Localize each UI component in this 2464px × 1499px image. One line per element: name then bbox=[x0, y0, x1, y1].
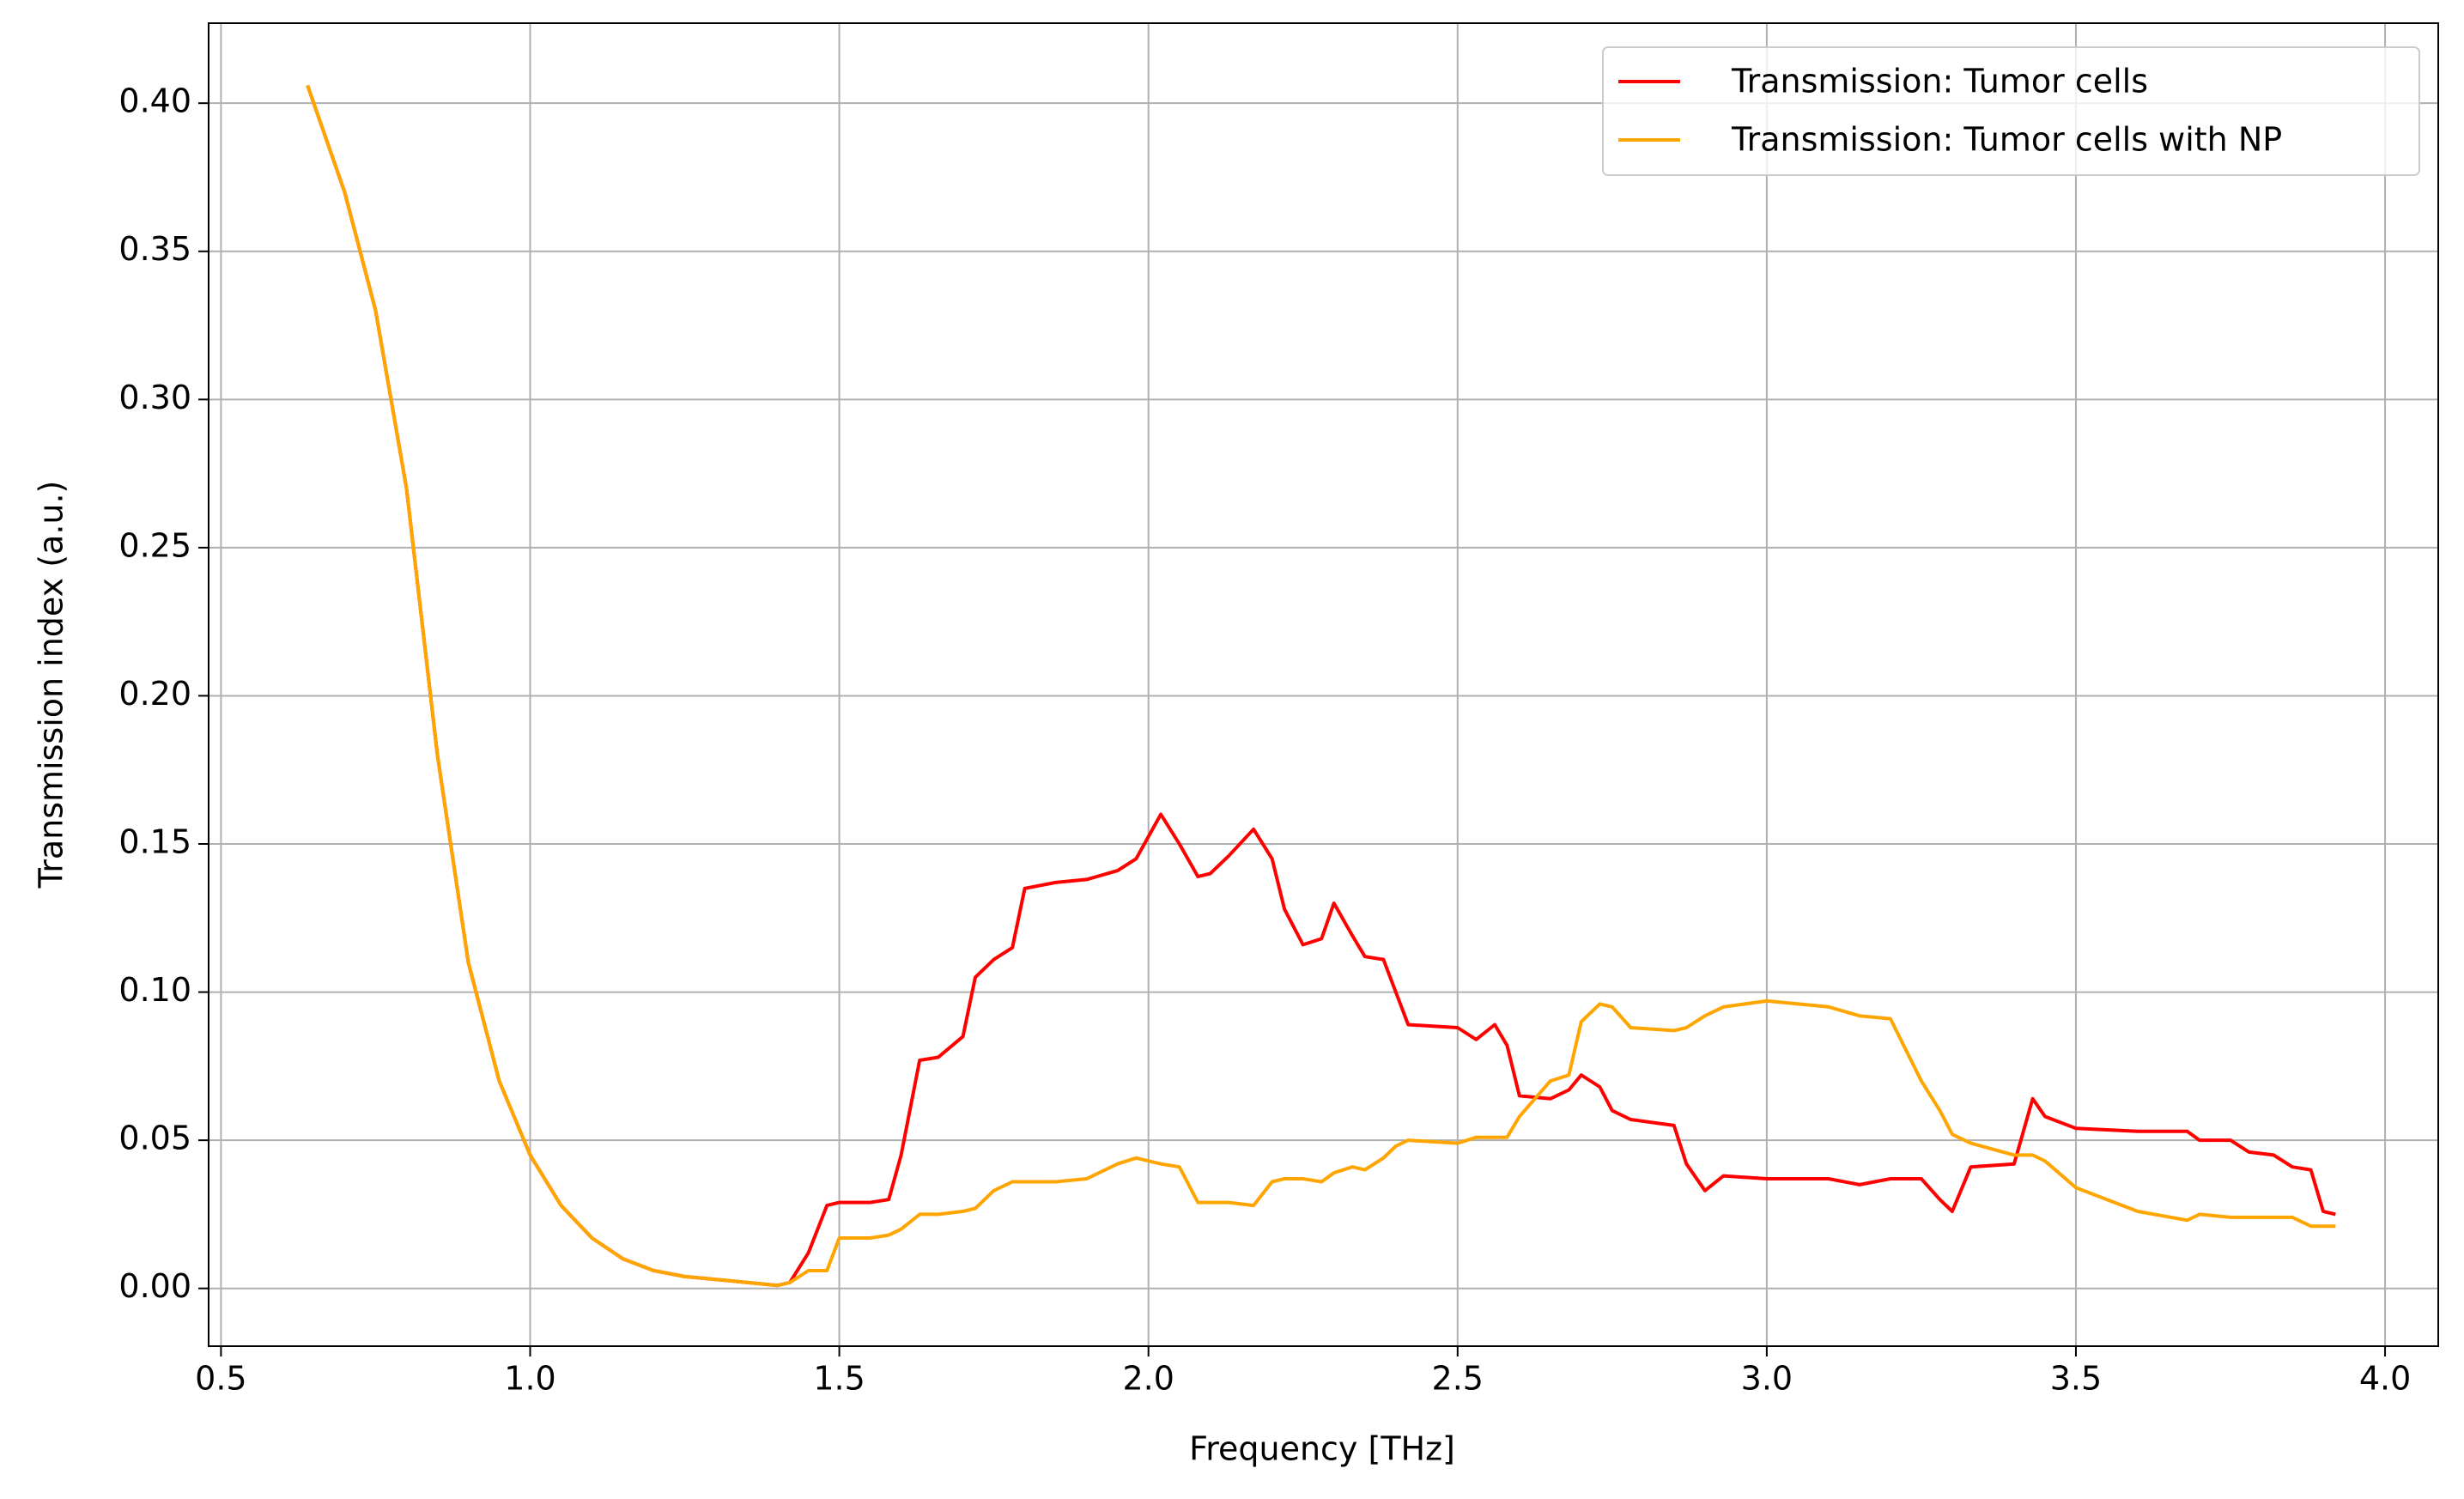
x-tick-label: 2.0 bbox=[1122, 1360, 1174, 1398]
y-tick-label: 0.00 bbox=[118, 1267, 191, 1305]
legend-label: Transmission: Tumor cells with NP bbox=[1731, 121, 2282, 159]
axes: 0.5 1.0 1.5 2.0 2.5 3.0 3.5 4.0 0.00 0.05 0.10 0.15… bbox=[118, 22, 2439, 1398]
y-tick-label: 0.15 bbox=[118, 823, 191, 861]
legend: Transmission: Tumor cells Transmission: T… bbox=[1602, 46, 2420, 176]
grid bbox=[209, 23, 2438, 1346]
y-axis-label: Transmission index (a.u.) bbox=[33, 481, 70, 889]
x-tick-label: 0.5 bbox=[195, 1360, 246, 1398]
legend-box bbox=[1602, 46, 2420, 176]
y-tick-label: 0.35 bbox=[118, 230, 191, 268]
x-tick-label: 3.5 bbox=[2050, 1360, 2102, 1398]
y-tick-label: 0.25 bbox=[118, 526, 191, 564]
legend-label: Transmission: Tumor cells bbox=[1731, 63, 2148, 100]
x-tick-label: 1.0 bbox=[504, 1360, 555, 1398]
series-line bbox=[306, 84, 2336, 1288]
y-tick-label: 0.05 bbox=[118, 1120, 191, 1157]
x-tick-label: 2.5 bbox=[1432, 1360, 1484, 1398]
x-tick-label: 3.0 bbox=[1741, 1360, 1793, 1398]
x-tick-label: 1.5 bbox=[813, 1360, 865, 1398]
x-axis-label: Frequency [THz] bbox=[1189, 1430, 1455, 1468]
y-tick-label: 0.30 bbox=[118, 379, 191, 416]
y-tick-label: 0.20 bbox=[118, 675, 191, 713]
y-tick-label: 0.40 bbox=[118, 82, 191, 120]
plot-lines bbox=[306, 84, 2336, 1288]
plot-frame bbox=[208, 22, 2439, 1347]
y-tick-label: 0.10 bbox=[118, 971, 191, 1009]
x-tick-label: 4.0 bbox=[2359, 1360, 2411, 1398]
